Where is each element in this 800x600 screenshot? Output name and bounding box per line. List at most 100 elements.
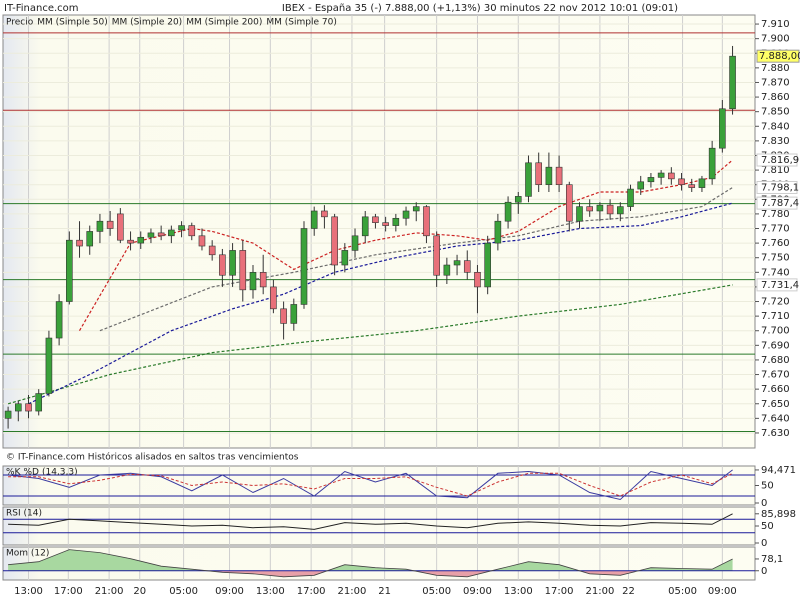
candle-body — [392, 217, 400, 226]
footer-note: © IT-Finance.com Históricos alisados en … — [6, 452, 299, 463]
candle-body — [270, 286, 277, 310]
legend-item: MM (Simple 50) — [37, 18, 107, 28]
x-tick-label: 17:00 — [54, 586, 83, 597]
x-tick-label: 17:00 — [297, 586, 326, 597]
candle-body — [188, 225, 196, 237]
chart-title: IBEX - España 35 (-) 7.888,00 (+1,13%) 3… — [282, 3, 678, 14]
y-tick-label: 50 — [761, 521, 774, 532]
candle-body — [331, 216, 338, 266]
candle-body — [45, 337, 53, 394]
stochastic-line — [8, 469, 733, 501]
panel-background — [2, 14, 756, 449]
candle-body — [127, 239, 134, 244]
candle-body — [423, 206, 430, 237]
candle-body — [545, 166, 553, 185]
candle-body — [321, 210, 328, 218]
x-tick-label: 21:00 — [95, 586, 124, 597]
candle-body — [668, 172, 675, 180]
x-tick-label: 09:00 — [463, 586, 492, 597]
candle-body — [239, 250, 247, 291]
candle-body — [310, 210, 318, 229]
last-price-box — [756, 49, 800, 63]
candle-body — [606, 204, 614, 215]
candle-body — [55, 301, 63, 339]
candle-body — [96, 220, 104, 232]
ma-label-box — [756, 196, 798, 210]
y-tick-label: 7.760 — [761, 238, 790, 249]
y-tick-label: 7.700 — [761, 326, 790, 337]
ma-label-box — [756, 180, 798, 194]
candle-body — [137, 236, 145, 244]
y-tick-label: 7.810 — [761, 165, 790, 176]
candle-body — [474, 272, 481, 288]
momentum-line — [8, 549, 733, 578]
candle-body — [586, 206, 594, 212]
x-tick-label: 21:00 — [338, 586, 367, 597]
x-tick-label: 21 — [378, 586, 391, 597]
y-tick-label: 7.860 — [761, 92, 790, 103]
momentum-area-positive — [8, 549, 733, 571]
y-tick-label: 0 — [761, 538, 767, 549]
candle-body — [596, 204, 604, 212]
candle-body — [463, 260, 471, 273]
candle-body — [361, 216, 369, 237]
y-tick-label: 50 — [761, 481, 774, 492]
candle-body — [433, 235, 440, 276]
y-tick-label: 85,898 — [761, 509, 796, 520]
x-tick-label: 17:00 — [545, 586, 574, 597]
y-tick-label: 7.850 — [761, 107, 790, 118]
candle-body — [25, 403, 32, 412]
candle-body — [678, 178, 685, 185]
candle-body — [576, 206, 583, 222]
candle-body — [514, 196, 522, 203]
candle-body — [688, 184, 696, 188]
candle-body — [168, 229, 175, 237]
candle-body — [117, 213, 124, 241]
y-tick-label: 7.670 — [761, 370, 790, 381]
y-tick-label: 7.660 — [761, 384, 790, 395]
last-price-label: 7.888,00 — [759, 51, 800, 62]
legend-item: MM (Simple 20) — [112, 18, 182, 28]
candle-body — [229, 250, 236, 276]
candle-body — [351, 235, 359, 251]
ma-label: 7.731,4 — [761, 280, 799, 291]
y-tick-label: 7.910 — [761, 19, 790, 30]
x-tick-label: 22 — [622, 586, 635, 597]
candle-body — [178, 225, 185, 231]
x-tick-label: 21:00 — [585, 586, 614, 597]
candle-body — [157, 232, 165, 237]
panel-legend: %D — [23, 468, 39, 478]
x-tick-label: 05:00 — [422, 586, 451, 597]
candle-body — [341, 250, 349, 266]
ma-label: 7.816,9 — [761, 155, 799, 166]
candle-body — [708, 147, 716, 180]
candle-body — [504, 201, 512, 222]
legend-item: Precio — [6, 18, 34, 28]
y-tick-label: 7.720 — [761, 297, 790, 308]
candle-body — [372, 216, 379, 223]
y-tick-label: 0 — [761, 566, 767, 577]
candle-body — [66, 239, 73, 302]
candle-body — [300, 228, 308, 305]
y-tick-label: 7.640 — [761, 413, 790, 424]
y-tick-label: 7.650 — [761, 399, 790, 410]
candle-body — [729, 55, 736, 110]
ma-label-box — [756, 278, 798, 292]
candle-body — [86, 231, 94, 247]
line-line — [8, 513, 733, 530]
candle-body — [147, 232, 155, 238]
candle-body — [627, 188, 634, 207]
panel-legend: %K — [6, 468, 22, 478]
y-tick-label: 7.880 — [761, 63, 790, 74]
candle-body — [106, 220, 114, 229]
candle-body — [647, 177, 655, 183]
panel-background — [2, 506, 756, 546]
x-tick-label: 09:00 — [215, 586, 244, 597]
panel-label: RSI (14) — [6, 509, 42, 519]
candle-body — [443, 264, 451, 276]
x-tick-label: 09:00 — [708, 586, 737, 597]
y-tick-label: 7.830 — [761, 136, 790, 147]
x-tick-label: 13:00 — [14, 586, 43, 597]
candle-body — [382, 222, 389, 226]
ma-label: 7.787,4 — [761, 198, 799, 209]
